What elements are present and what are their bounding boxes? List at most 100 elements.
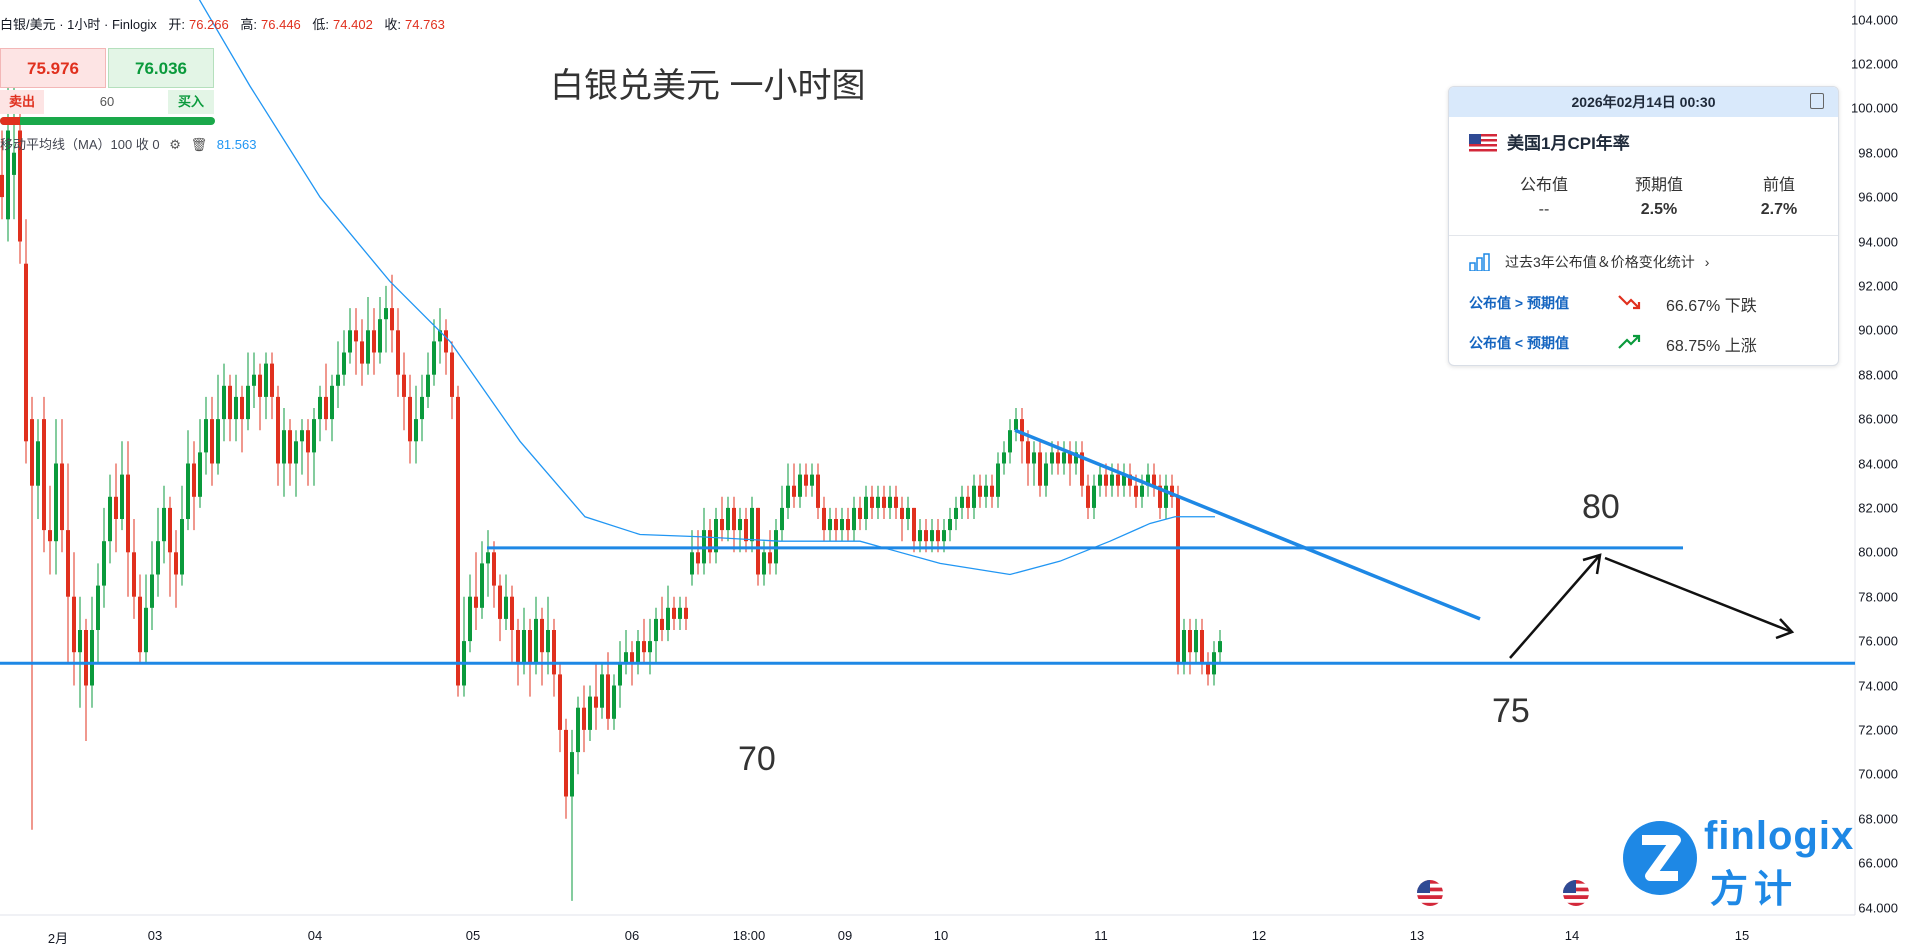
candle-body xyxy=(498,585,502,619)
us-flag-event-marker[interactable] xyxy=(1563,880,1589,907)
sell-price-button[interactable]: 75.976 xyxy=(0,48,106,88)
candle-body xyxy=(30,419,34,486)
candle-body xyxy=(492,552,496,586)
ma-legend: 移动平均线（MA）100 收 0 ⚙ 🗑 81.563 xyxy=(0,134,256,153)
candle-body xyxy=(414,419,418,442)
candle-body xyxy=(834,519,838,531)
candle-body xyxy=(792,485,796,497)
candle-body xyxy=(1164,485,1168,508)
candle-body xyxy=(1098,474,1102,486)
us-flag-icon xyxy=(1469,134,1497,152)
candle-body xyxy=(900,507,904,519)
candle-body xyxy=(360,341,364,364)
value-actual: -- xyxy=(1538,201,1550,218)
up-trend-icon xyxy=(1618,334,1641,349)
candle-body xyxy=(1080,452,1084,486)
candle-body xyxy=(1086,485,1090,508)
event-title-row: 美国1月CPI年率 xyxy=(1469,129,1630,154)
close-label: 收: xyxy=(384,17,402,32)
candle-body xyxy=(348,330,352,353)
candle-body xyxy=(48,530,52,542)
logo-cn-text: 方计 xyxy=(1710,869,1799,911)
y-tick-label: 82.000 xyxy=(1858,500,1898,516)
header-actual: 公布值 xyxy=(1519,177,1568,194)
candle-body xyxy=(468,596,472,642)
candle-body xyxy=(696,552,700,564)
candle-body xyxy=(744,519,748,542)
candle-body xyxy=(192,463,196,497)
symbol-header: 白银/美元 · 1小时 · Finlogix 开: 76.266 高: 76.446… xyxy=(0,14,445,33)
candle-body xyxy=(1104,474,1108,486)
candle-body xyxy=(540,618,544,653)
candle-body xyxy=(120,474,124,519)
candle-body xyxy=(600,674,604,708)
candle-body xyxy=(306,430,310,453)
candle-body xyxy=(60,463,64,531)
y-tick-label: 102.000 xyxy=(1851,56,1898,72)
candle-body xyxy=(324,396,328,420)
candle-body xyxy=(288,430,292,464)
candle-body xyxy=(570,752,574,797)
chevron-right-icon: › xyxy=(1704,254,1710,270)
gear-icon[interactable]: ⚙ xyxy=(169,137,181,152)
y-tick-label: 78.000 xyxy=(1858,589,1898,605)
spread-bar xyxy=(0,117,215,125)
candle-body xyxy=(258,374,262,397)
y-tick-label: 84.000 xyxy=(1858,456,1898,471)
annotation-70: 70 xyxy=(738,740,776,778)
candle-body xyxy=(276,396,280,464)
descending-trendline xyxy=(1014,428,1481,621)
sell-button[interactable]: 卖出 xyxy=(0,90,44,114)
y-tick-label: 72.000 xyxy=(1858,722,1898,738)
close-value: 74.763 xyxy=(405,17,445,32)
x-tick-label: 12 xyxy=(1251,928,1267,943)
candle-body xyxy=(966,496,970,508)
trash-icon[interactable]: 🗑 xyxy=(190,137,208,152)
us-flag-event-marker[interactable] xyxy=(1417,880,1443,907)
x-tick-label: 04 xyxy=(307,928,323,943)
buy-price-button[interactable]: 76.036 xyxy=(108,48,214,88)
candle-body xyxy=(924,530,928,542)
y-tick-label: 92.000 xyxy=(1858,278,1898,294)
candle-body xyxy=(732,507,736,531)
candle-body xyxy=(1170,485,1174,497)
candle-body xyxy=(1152,474,1156,486)
candle-body xyxy=(78,630,82,653)
candle-body xyxy=(456,396,460,686)
candle-body xyxy=(408,396,412,442)
candle-body xyxy=(786,485,790,508)
candle-body xyxy=(690,552,694,575)
economic-event-panel: 2026年02月14日 00:30 美国1月CPI年率 公布值 预期值 前值 -… xyxy=(1448,86,1839,366)
candle-body xyxy=(720,519,724,531)
candle-body xyxy=(960,496,964,508)
candle-body xyxy=(234,396,238,420)
value-forecast: 2.5% xyxy=(1640,201,1678,218)
candle-body xyxy=(810,474,814,486)
candle-body xyxy=(24,263,28,442)
candle-body xyxy=(936,530,940,542)
candle-body xyxy=(918,530,922,542)
x-tick-label: 05 xyxy=(465,928,481,943)
candle-body xyxy=(1218,641,1222,653)
stats-link[interactable]: 过去3年公布值＆价格变化统计 › xyxy=(1469,252,1709,272)
candle-body xyxy=(876,496,880,508)
y-tick-label: 64.000 xyxy=(1858,900,1898,915)
result-below: 68.75% 上涨 xyxy=(1666,338,1757,355)
ma-line xyxy=(198,0,1215,576)
candle-body xyxy=(606,674,610,719)
quantity-input[interactable]: 60 xyxy=(46,90,168,114)
buy-button[interactable]: 买入 xyxy=(168,90,214,114)
candle-body xyxy=(1020,419,1024,442)
header-previous: 前值 xyxy=(1762,177,1795,194)
candle-body xyxy=(396,330,400,375)
clipboard-icon[interactable] xyxy=(1810,93,1824,109)
y-tick-label: 104.000 xyxy=(1851,12,1898,27)
candle-body xyxy=(708,530,712,553)
candle-body xyxy=(294,441,298,464)
candle-body xyxy=(168,507,172,553)
candle-body xyxy=(726,507,730,531)
candle-body xyxy=(1074,452,1078,464)
event-datetime-bar: 2026年02月14日 00:30 xyxy=(1449,87,1838,117)
candle-body xyxy=(750,507,754,542)
